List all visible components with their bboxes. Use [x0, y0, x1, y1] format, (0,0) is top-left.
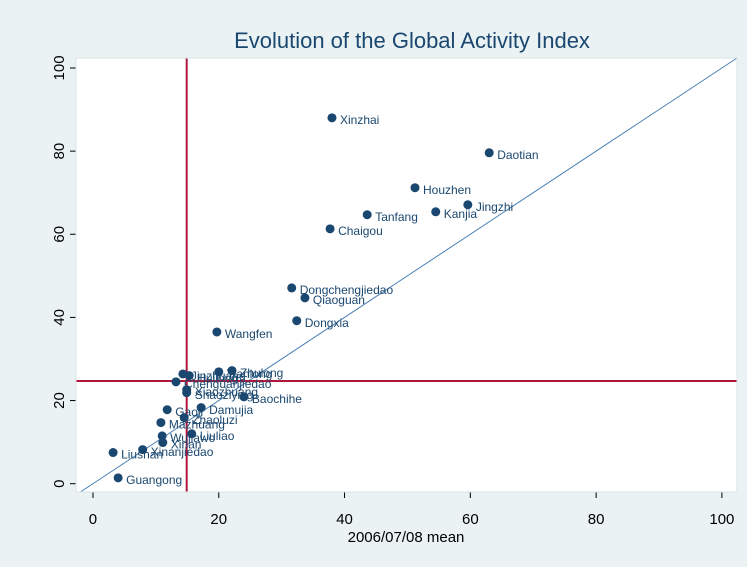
point-label: Wangfen: [225, 327, 273, 341]
point-label: Guangong: [126, 473, 182, 487]
point: [227, 366, 237, 376]
point: [182, 388, 192, 398]
point: [196, 403, 206, 413]
point-label: Xinanjiedao: [151, 445, 214, 459]
point: [162, 405, 172, 415]
y-tick-label: 60: [51, 226, 68, 243]
x-tick-label: 60: [462, 511, 479, 528]
point-label: Chaigou: [338, 224, 383, 238]
point: [179, 413, 189, 423]
point-label: Baochihe: [252, 392, 302, 406]
x-tick-label: 100: [709, 511, 734, 528]
point-label: Zhulong: [240, 366, 283, 380]
point: [484, 148, 494, 158]
point-label: Daotian: [497, 148, 538, 162]
point: [431, 207, 441, 217]
point: [239, 392, 249, 402]
point-label: Jingzhi: [476, 200, 513, 214]
y-tick-label: 0: [51, 480, 68, 488]
point-label: Zhaoluzi: [192, 413, 237, 427]
point-label: Xinan: [171, 438, 202, 452]
x-axis-title: 2006/07/08 mean: [348, 529, 465, 546]
point: [410, 183, 420, 193]
point-label: Qiaoguan: [313, 293, 365, 307]
point: [287, 283, 297, 293]
x-tick-label: 40: [336, 511, 353, 528]
point: [463, 200, 473, 210]
point: [158, 438, 168, 448]
point-label: Liuliao: [200, 429, 235, 443]
y-tick-label: 100: [51, 55, 68, 80]
point: [327, 113, 337, 123]
y-tick-label: 80: [51, 143, 68, 160]
point-label: Chenguanjiedao: [184, 377, 272, 391]
point-label: Tanfang: [375, 210, 418, 224]
point-label: Tianlong: [227, 367, 273, 381]
y-tick-label: 40: [51, 309, 68, 326]
point-label: Kanjia: [444, 207, 478, 221]
point: [300, 293, 310, 303]
point-label: Liushan: [121, 448, 163, 462]
point-label: Damujia: [209, 403, 253, 417]
point: [214, 367, 224, 377]
point: [187, 429, 197, 439]
point-label: Dongxia: [305, 316, 349, 330]
point-label: Xinzhai: [340, 113, 379, 127]
x-tick-label: 20: [210, 511, 227, 528]
point-label: Huilong: [197, 371, 238, 385]
chart-title: Evolution of the Global Activity Index: [234, 28, 590, 53]
point: [362, 210, 372, 220]
point: [156, 418, 166, 428]
point-label: Dongchengjiedao: [300, 283, 394, 297]
point: [292, 316, 302, 326]
point-label: Houzhen: [423, 183, 471, 197]
x-tick-label: 80: [588, 511, 605, 528]
point: [113, 473, 123, 483]
point: [157, 431, 167, 441]
point: [212, 327, 222, 337]
point: [108, 448, 118, 458]
point: [171, 377, 181, 387]
point: [138, 445, 148, 455]
plot-frame: [75, 57, 738, 493]
y-tick-label: 20: [51, 392, 68, 409]
point: [184, 371, 194, 381]
point: [325, 224, 335, 234]
point-label: Shaoziying: [195, 388, 254, 402]
diagonal-line: [80, 57, 738, 493]
x-tick-label: 0: [89, 511, 97, 528]
